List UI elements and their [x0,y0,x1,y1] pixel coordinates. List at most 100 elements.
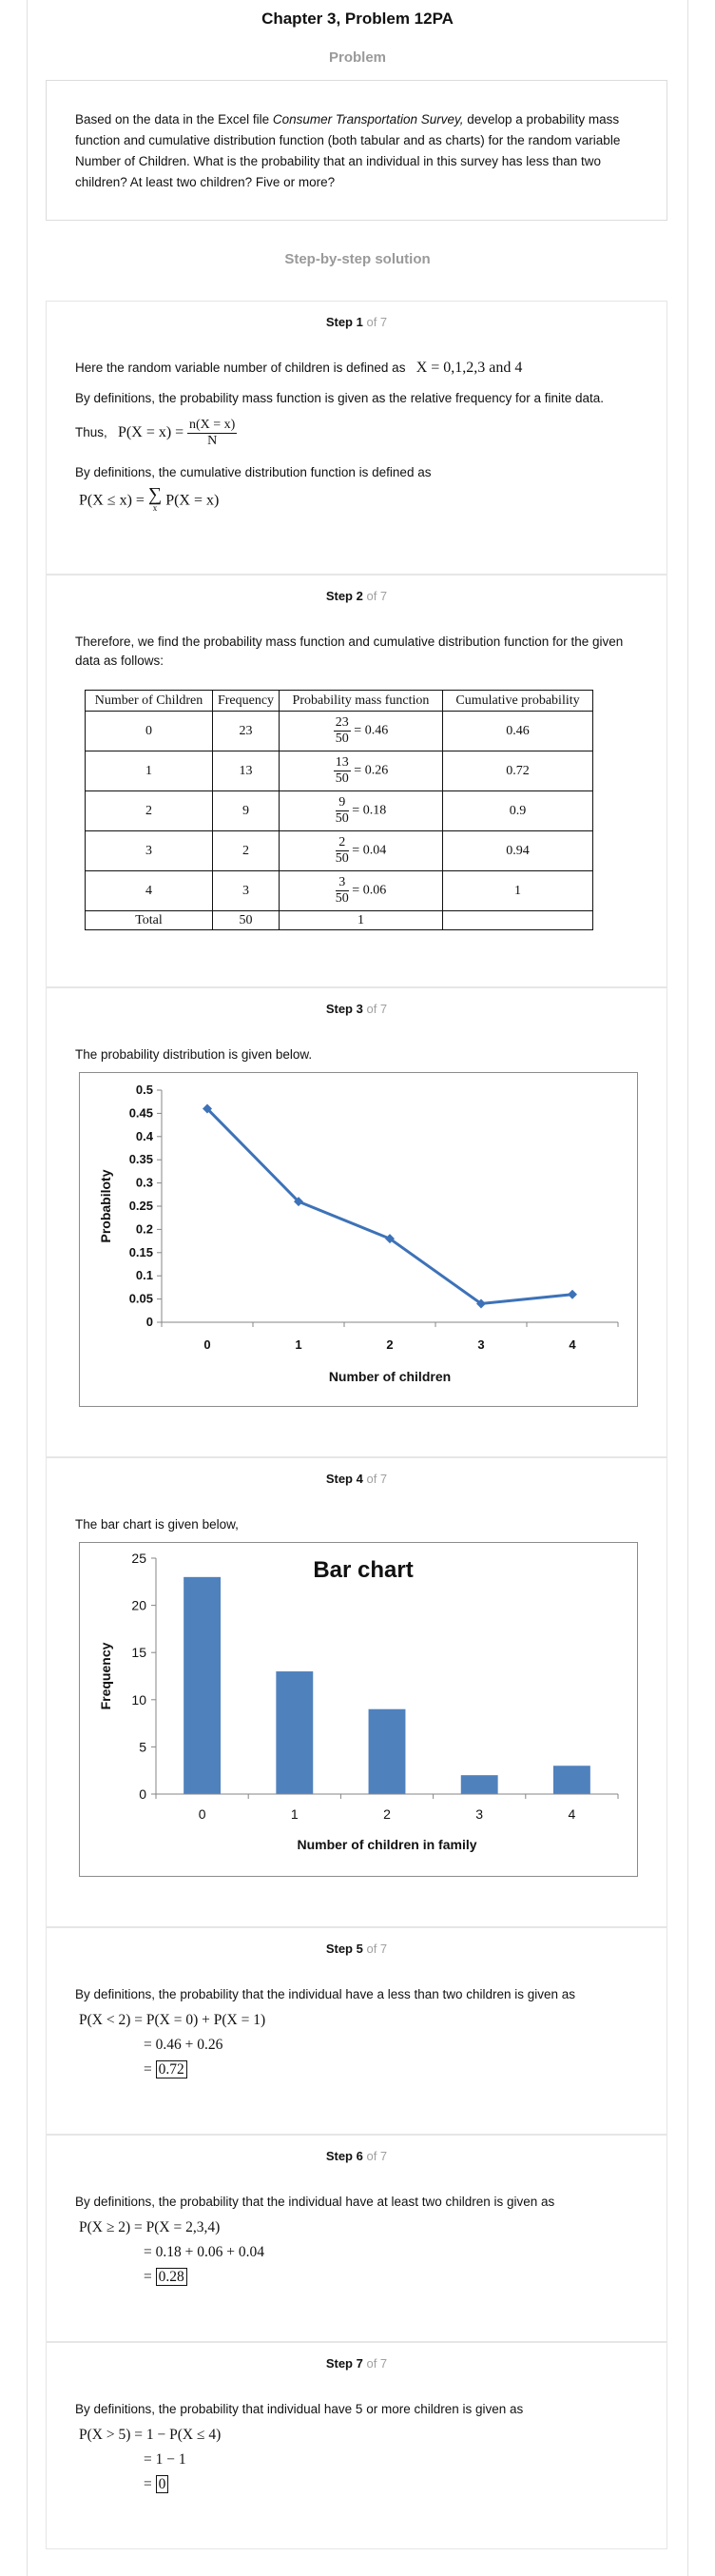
table-header-row: Number of Children Frequency Probability… [85,690,593,712]
step-5-answer: 0.72 [155,2060,187,2078]
step-5-math-line1: P(X < 2) = P(X = 0) + P(X = 1) [79,2012,266,2028]
step-1-pmf-lhs: P(X = x) = [118,424,184,441]
pmf-fraction-den: 50 [335,732,349,746]
step-7-label: Step 7 [325,2356,363,2371]
step-5-of: of 7 [366,1942,388,1956]
series-line [205,1107,573,1306]
step-5-box: Step 5 of 7 By definitions, the probabil… [46,1927,667,2135]
step-5-text: By definitions, the probability that the… [75,1987,576,2001]
table-row: 2 9 9 50 = 0.18 0.9 [85,790,593,831]
step-1-of: of 7 [366,315,388,329]
cell-cumulative: 0.94 [442,830,593,871]
pmf-fraction-num: 9 [335,795,349,811]
step-5-math-line2: = 0.46 + 0.26 [144,2037,223,2053]
pmf-value: = 0.18 [352,803,387,818]
table-total-row: Total 50 1 [85,910,593,930]
pmf-fraction: 3 50 [335,875,349,907]
x-tick-label: 0 [203,1337,210,1352]
table-body: 0 23 23 50 = 0.46 0.46 1 13 13 50 = 0.26 0.72 2 9 9 5… [85,711,593,930]
step-1-pmf-formula: Thus, P(X = x) = n(X = x) N [75,418,238,449]
x-tick-label: 2 [386,1337,393,1352]
table-row: 0 23 23 50 = 0.46 0.46 [85,711,593,751]
cell-number-of-children: 4 [85,870,213,911]
cell-pmf: 23 50 = 0.46 [279,711,443,751]
cell-number-of-children: 2 [85,790,213,831]
step-1-thus: Thus, [75,425,107,440]
step-1-cdf-formula: P(X ≤ x) = ∑ x P(X = x) [79,485,220,515]
step-7-eq: = [144,2476,152,2492]
step-7-math-line1: P(X > 5) = 1 − P(X ≤ 4) [79,2427,222,2443]
step-7-box: Step 7 of 7 By definitions, the probabil… [46,2342,667,2549]
step-7-text: By definitions, the probability that ind… [75,2402,524,2416]
y-tick-label: 20 [131,1598,146,1613]
cell-pmf: 13 50 = 0.26 [279,751,443,791]
step-3-of: of 7 [366,1002,388,1016]
bar [460,1775,498,1794]
step-1-cdf-rhs: P(X = x) [165,492,220,509]
x-tick-label: 0 [199,1806,206,1822]
x-axis-label: Number of children [329,1369,451,1384]
step-7-answer: 0 [155,2475,169,2493]
step-2-box: Step 2 of 7 Therefore, we find the proba… [46,575,667,987]
step-1-cdf-sub: x [152,503,158,513]
step-1-pmf-den: N [207,434,218,448]
step-7-math-line2: = 1 − 1 [144,2451,186,2468]
table-row: 4 3 3 50 = 0.06 1 [85,870,593,911]
y-tick-label: 10 [131,1692,146,1708]
line-chart-frame: 0 0.05 0.1 0.15 0.2 0.25 0.3 0.35 0.4 0.45 0.5 0 1 2 3… [79,1072,638,1407]
pmf-fraction-den: 50 [335,891,349,906]
step-6-math-line2: = 0.18 + 0.06 + 0.04 [144,2244,264,2260]
y-axis-label: Frequency [98,1642,113,1709]
bar-chart: 0 5 10 15 20 25 0 1 2 3 4 Bar chart Number of childr… [98,1551,619,1852]
step-6-label: Step 6 [325,2149,363,2163]
y-tick-label: 5 [139,1739,146,1754]
table-header: Frequency [212,690,280,712]
pmf-table: Number of Children Frequency Probability… [85,690,593,930]
step-4-label: Step 4 [325,1472,363,1486]
step-2-label: Step 2 [325,589,363,603]
pmf-fraction: 2 50 [335,835,349,867]
table-row: 1 13 13 50 = 0.26 0.72 [85,751,593,791]
step-5-header: Step 5 of 7 [47,1942,667,1956]
step-6-math-line3: = 0.28 [144,2268,187,2286]
step-1-pmf-num: n(X = x) [186,418,238,434]
pmf-fraction-num: 23 [333,715,351,732]
pmf-value: = 0.04 [352,843,387,858]
pmf-fraction-den: 50 [335,851,349,866]
pmf-value: = 0.06 [352,883,387,898]
y-tick-label: 0 [146,1315,153,1329]
line-chart: 0 0.05 0.1 0.15 0.2 0.25 0.3 0.35 0.4 0.45 0.5 0 1 2 3… [98,1083,619,1384]
step-2-header: Step 2 of 7 [47,589,667,603]
chapter-title: Chapter 3, Problem 12PA [261,10,454,28]
step-6-text: By definitions, the probability that the… [75,2195,555,2209]
step-1-line1-text: Here the random variable number of child… [75,361,406,375]
step-7-math-line3: = 0 [144,2475,169,2493]
step-3-box: Step 3 of 7 The probability distribution… [46,987,667,1457]
bar [276,1671,314,1794]
pmf-fraction-den: 50 [335,771,349,786]
cell-total-cumulative [442,910,593,930]
pmf-fraction-num: 2 [335,835,349,851]
y-tick-label: 0.3 [136,1176,153,1190]
cell-number-of-children: 0 [85,711,213,751]
step-1-label: Step 1 [325,315,363,329]
data-point [568,1289,577,1299]
cell-total-frequency: 50 [212,910,280,930]
cell-frequency: 3 [212,870,280,911]
pmf-fraction: 9 50 [335,795,349,827]
pmf-fraction-den: 50 [335,811,349,826]
step-1-line1: Here the random variable number of child… [75,359,522,378]
step-3-label: Step 3 [325,1002,363,1016]
x-tick-label: 4 [569,1806,576,1822]
step-3-header: Step 3 of 7 [47,1002,667,1016]
chart-title: Bar chart [313,1557,413,1583]
bar-chart-frame: 0 5 10 15 20 25 0 1 2 3 4 Bar chart Number of childr… [79,1542,638,1877]
step-1-pmf-fraction: n(X = x) N [186,418,238,449]
y-tick-label: 0.45 [129,1105,153,1120]
cell-total-label: Total [85,910,213,930]
table-header: Cumulative probability [442,690,593,712]
y-tick-label: 0.25 [129,1199,153,1213]
step-1-header: Step 1 of 7 [47,315,667,329]
cell-cumulative: 0.9 [442,790,593,831]
bar [368,1708,406,1794]
